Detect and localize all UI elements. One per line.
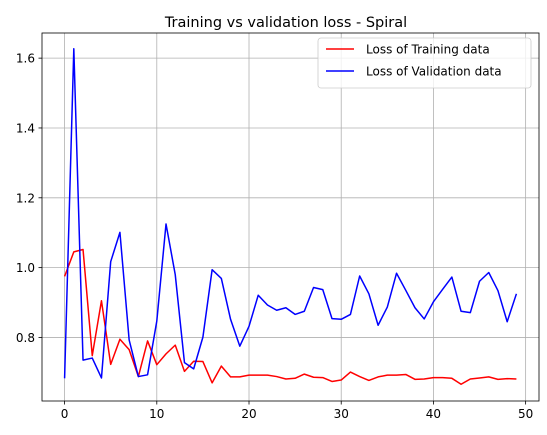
y-tick-label: 0.8 bbox=[16, 331, 35, 345]
series-lines bbox=[63, 47, 518, 385]
chart-title: Training vs validation loss - Spiral bbox=[164, 15, 407, 31]
x-tick-label: 0 bbox=[61, 407, 69, 421]
axis-ticks: 0 10 20 30 40 50 0.8 1.0 1.2 1.4 1.6 bbox=[16, 52, 533, 421]
x-tick-label: 50 bbox=[518, 407, 533, 421]
x-tick-label: 40 bbox=[426, 407, 441, 421]
legend: Loss of Training data Loss of Validation… bbox=[317, 37, 532, 89]
x-tick-label: 30 bbox=[334, 407, 349, 421]
y-tick-label: 1.4 bbox=[16, 121, 35, 135]
training-loss-line bbox=[63, 248, 517, 385]
plot-frame bbox=[41, 32, 540, 402]
legend-label-validation: Loss of Validation data bbox=[366, 65, 502, 79]
x-tick-label: 10 bbox=[149, 407, 164, 421]
y-tick-label: 1.6 bbox=[16, 52, 35, 66]
legend-box bbox=[317, 37, 532, 89]
x-tick-label: 20 bbox=[241, 407, 256, 421]
validation-loss-line bbox=[63, 47, 518, 379]
legend-label-training: Loss of Training data bbox=[366, 43, 490, 57]
y-tick-label: 1.2 bbox=[16, 191, 35, 205]
y-tick-label: 1.0 bbox=[16, 261, 35, 275]
